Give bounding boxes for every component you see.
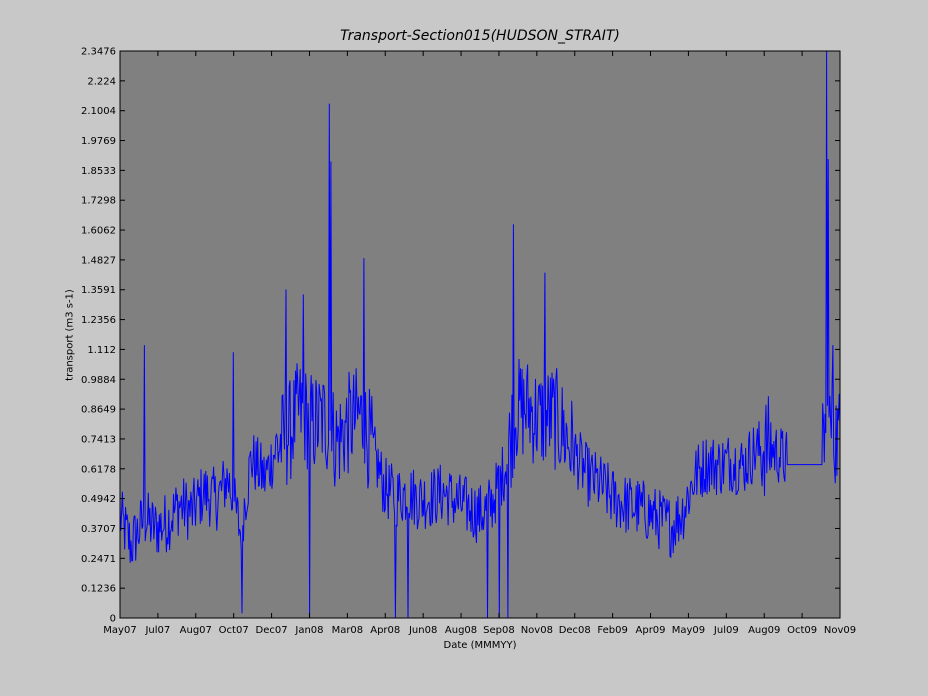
x-tick-label: Aug08 [445,625,477,636]
x-tick-label: Feb09 [597,625,627,636]
y-tick-label: 1.112 [87,345,116,356]
x-tick-label: Oct09 [787,625,817,636]
x-tick-label: Jun08 [408,625,437,636]
x-tick-label: Nov09 [824,625,856,636]
x-tick-label: Apr08 [370,625,400,636]
x-tick-label: Sep08 [483,625,515,636]
y-tick-label: 1.3591 [81,285,116,296]
y-tick-label: 0.6178 [81,464,116,475]
y-tick-label: 2.1004 [81,106,116,117]
y-tick-label: 1.8533 [81,166,116,177]
y-tick-label: 1.2356 [81,315,116,326]
y-tick-label: 0.9884 [81,375,116,386]
plot-area [120,51,840,618]
y-tick-label: 1.6062 [81,226,116,237]
y-tick-label: 1.7298 [81,196,116,207]
x-tick-label: Apr09 [636,625,666,636]
x-tick-label: Oct07 [219,625,249,636]
y-tick-label: 0.3707 [81,524,116,535]
x-tick-label: May07 [103,625,136,636]
y-tick-label: 0 [110,614,116,625]
x-tick-label: Aug09 [748,625,780,636]
y-axis-label: transport (m3 s-1) [64,289,76,381]
y-tick-label: 0.8649 [81,405,116,416]
y-tick-label: 1.9769 [81,136,116,147]
chart-title: Transport-Section015(HUDSON_STRAIT) [340,28,620,44]
x-tick-label: Dec08 [559,625,591,636]
y-tick-label: 1.4827 [81,255,116,266]
plot-frame [119,50,841,619]
x-axis-label: Date (MMMYY) [443,640,517,651]
y-tick-label: 0.2471 [81,554,116,565]
x-tick-label: Aug07 [180,625,212,636]
x-tick-label: Jan08 [294,625,323,636]
x-tick-label: Jul07 [144,625,170,636]
y-tick-label: 0.1236 [81,584,116,595]
x-tick-label: May09 [672,625,705,636]
x-tick-label: Dec07 [256,625,288,636]
x-tick-label: Nov08 [521,625,553,636]
x-tick-label: Mar08 [332,625,364,636]
series-line [119,50,841,619]
y-tick-label: 0.4942 [81,494,116,505]
x-tick-label: Jul09 [713,625,739,636]
y-tick-label: 2.224 [87,76,116,87]
y-tick-label: 2.3476 [81,47,116,58]
y-tick-label: 0.7413 [81,434,116,445]
